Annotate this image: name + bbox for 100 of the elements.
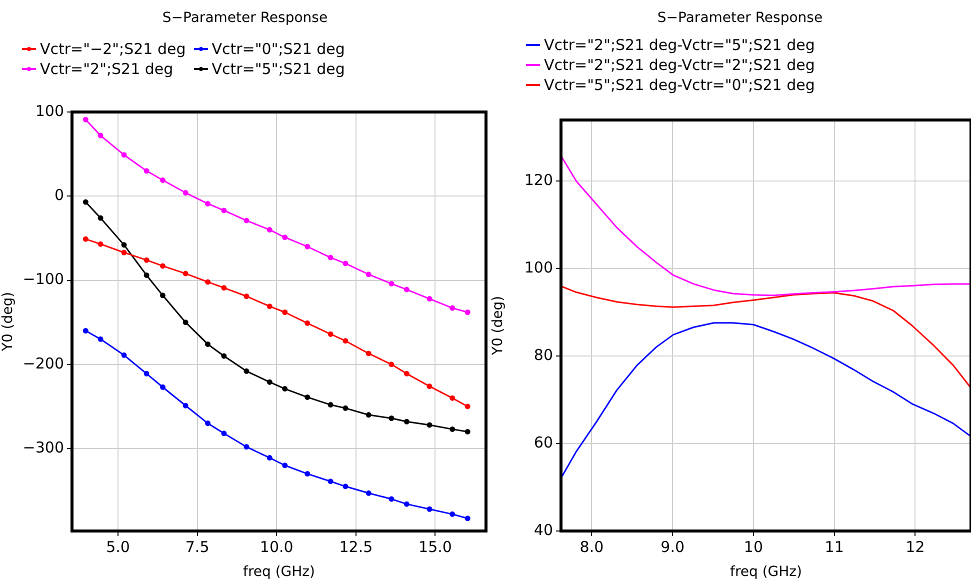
point [144,272,150,278]
point [244,218,250,224]
point [404,370,410,376]
point [282,234,288,240]
point [304,471,310,477]
point [144,370,150,376]
y-tick-label: 100 [524,258,553,277]
point [160,384,166,390]
y-tick-label: 0 [54,186,64,204]
x-tick-label: 5.0 [106,538,130,556]
point [366,412,372,418]
point [404,501,410,507]
x-tick-label: 9.0 [660,538,685,556]
point [205,200,211,206]
point [464,516,470,522]
point [388,362,394,368]
point [342,484,348,490]
point [98,132,104,138]
point [404,418,410,424]
y-tick-label: 80 [534,346,553,364]
point [450,511,456,517]
x-axis-title: freq (GHz) [243,564,315,580]
point [366,272,372,278]
point [266,455,272,461]
legend-label: Vctr="5";S21 deg-Vctr="0";S21 deg [544,76,815,94]
y-tick-label: 100 [35,102,64,120]
point [182,190,188,196]
point [426,506,432,512]
y-tick-label: −300 [22,438,64,456]
point [244,294,250,300]
point [221,285,227,291]
point [464,309,470,315]
point [266,379,272,385]
point [450,305,456,311]
point [160,292,166,298]
x-tick-label: 8.0 [580,538,604,556]
point [342,260,348,266]
x-tick-label: 11 [824,538,844,556]
y-tick-label: −200 [22,354,64,372]
x-tick-label: 7.5 [185,538,210,556]
y-tick-label: 120 [524,171,553,190]
point [98,241,104,247]
point [426,422,432,428]
point [388,280,394,286]
point [121,152,127,158]
point [426,296,432,302]
point [82,199,88,205]
point [450,426,456,432]
point [244,368,250,374]
x-tick-label: 15.0 [418,538,452,556]
y-axis-title: Y0 (deg) [0,292,16,352]
point [121,242,127,248]
legend-label: Vctr="0";S21 deg [212,40,345,58]
point [266,227,272,233]
point [221,430,227,436]
point [282,386,288,392]
y-tick-label: 60 [534,433,553,452]
chart-title: S−Parameter Response [657,10,823,26]
x-tick-label: 10.0 [260,538,294,556]
point [82,236,88,242]
point [182,402,188,408]
point [304,244,310,250]
point [205,279,211,285]
point [328,402,334,408]
point [388,496,394,502]
point [328,331,334,337]
point [144,257,150,263]
point [82,116,88,122]
point [121,352,127,358]
point [304,394,310,400]
point [221,208,227,214]
point [366,350,372,356]
point [342,405,348,411]
x-tick-label: 10 [744,538,764,556]
x-axis-title: freq (GHz) [730,564,802,580]
legend-label: Vctr="−2";S21 deg [40,40,186,58]
point [121,250,127,256]
point [98,215,104,221]
legend-label: Vctr="2";S21 deg-Vctr="5";S21 deg [544,36,815,54]
point [464,404,470,410]
point [450,395,456,401]
y-axis-title: Y0 (deg) [490,296,506,356]
x-tick-label: 12.5 [339,538,373,556]
y-tick-label: −100 [22,270,64,288]
point [144,168,150,174]
point [388,416,394,422]
point [328,478,334,484]
point [244,444,250,450]
point [160,177,166,183]
legend-label: Vctr="2";S21 deg-Vctr="2";S21 deg [544,56,815,74]
point [304,320,310,326]
point [328,254,334,260]
point [404,286,410,292]
x-tick-label: 12 [906,538,925,556]
point [342,338,348,344]
point [282,462,288,468]
point [282,309,288,315]
point [464,428,470,434]
legend-label: Vctr="5";S21 deg [212,60,345,78]
point [266,304,272,310]
